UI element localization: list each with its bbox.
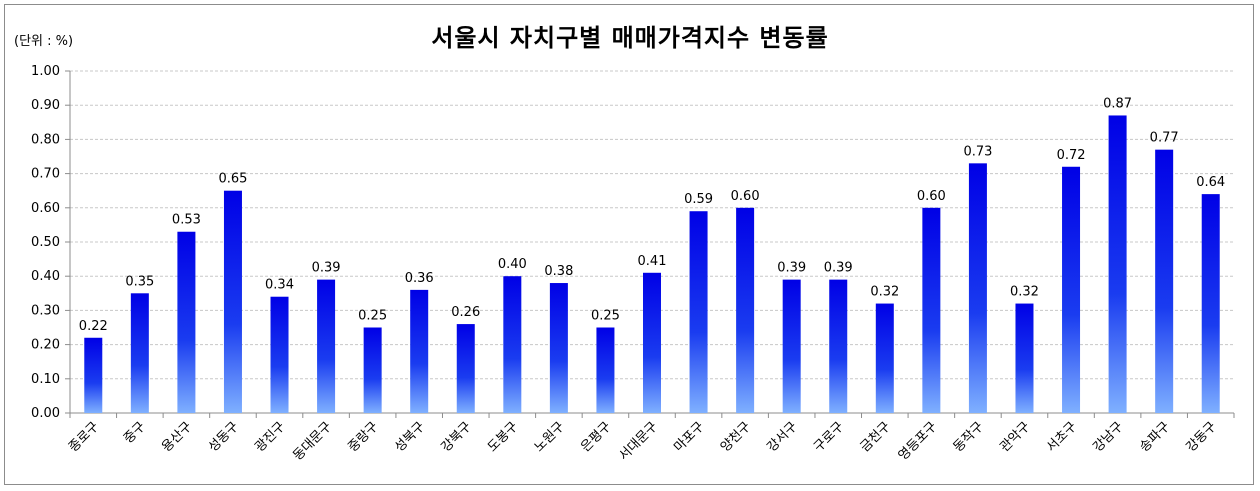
data-label: 0.32 — [1010, 285, 1039, 300]
bar — [1015, 303, 1034, 413]
y-tick-label: 0.90 — [31, 98, 60, 113]
bar — [270, 296, 289, 413]
chart-title: 서울시 자치구별 매매가격지수 변동률 — [431, 24, 829, 52]
bar — [782, 279, 801, 413]
y-tick-label: 0.00 — [31, 406, 60, 421]
category-label: 도봉구 — [485, 419, 521, 455]
bar — [410, 289, 429, 413]
data-label: 0.60 — [731, 189, 760, 204]
bar — [223, 190, 242, 413]
bar — [1201, 194, 1220, 413]
category-label: 동대문구 — [290, 419, 334, 463]
bar — [875, 303, 894, 413]
category-label: 성동구 — [206, 419, 242, 455]
bar — [1155, 149, 1174, 413]
bar — [829, 279, 848, 413]
category-label: 서대문구 — [616, 419, 660, 463]
category-label: 양천구 — [718, 419, 754, 455]
bar — [643, 272, 661, 413]
data-label: 0.77 — [1150, 131, 1179, 146]
axes: 0.00 0.10 0.20 0.30 0.40 0.50 0.60 0.70 0.80 0.90… — [31, 64, 1235, 421]
data-labels: 0.22 0.35 0.53 0.65 0.34 0.39 0.25 0.36 0.26 0.40… — [79, 96, 1225, 333]
bar — [1062, 166, 1081, 413]
data-label: 0.53 — [172, 213, 201, 228]
data-label: 0.73 — [963, 144, 992, 159]
bars — [84, 115, 1220, 414]
data-label: 0.32 — [870, 285, 899, 300]
category-label: 중구 — [121, 419, 149, 447]
category-label: 강남구 — [1090, 419, 1126, 455]
data-label: 0.60 — [917, 189, 946, 204]
y-tick-label: 0.40 — [31, 269, 60, 284]
bar — [177, 231, 196, 413]
category-label: 중랑구 — [345, 419, 381, 455]
y-tick-label: 0.60 — [31, 201, 60, 216]
unit-label: (단위 : %) — [14, 34, 74, 49]
bar — [549, 283, 568, 413]
category-label: 용산구 — [159, 419, 195, 455]
bar — [689, 211, 708, 413]
category-label: 마포구 — [671, 419, 707, 455]
data-label: 0.59 — [684, 192, 713, 207]
category-label: 강서구 — [765, 419, 801, 455]
bar — [596, 327, 615, 413]
category-label: 강북구 — [439, 419, 475, 455]
category-label: 강동구 — [1184, 419, 1220, 455]
category-label: 동작구 — [951, 419, 987, 455]
chart-frame — [4, 4, 1254, 485]
y-tick-label: 0.20 — [31, 338, 60, 353]
bar — [922, 207, 941, 413]
category-label: 광진구 — [252, 419, 288, 455]
data-label: 0.39 — [777, 261, 806, 276]
bar — [968, 163, 987, 413]
data-label: 0.39 — [312, 261, 341, 276]
category-label: 관악구 — [997, 419, 1033, 455]
bar — [84, 337, 103, 413]
data-label: 0.25 — [358, 309, 387, 324]
data-label: 0.26 — [451, 305, 480, 320]
bar — [1108, 115, 1127, 414]
data-label: 0.65 — [218, 172, 247, 187]
data-label: 0.40 — [498, 257, 527, 272]
y-tick-label: 0.70 — [31, 167, 60, 182]
bar — [456, 324, 475, 413]
category-label: 구로구 — [811, 419, 847, 455]
data-label: 0.38 — [544, 264, 573, 279]
category-label: 노원구 — [532, 419, 568, 455]
data-label: 0.41 — [638, 254, 667, 269]
category-label: 서초구 — [1044, 419, 1080, 455]
data-label: 0.35 — [125, 274, 154, 289]
data-label: 0.36 — [405, 271, 434, 286]
category-label: 종로구 — [66, 419, 102, 455]
data-label: 0.22 — [79, 319, 108, 334]
data-label: 0.39 — [824, 261, 853, 276]
y-tick-label: 0.10 — [31, 372, 60, 387]
category-labels: 종로구 중구 용산구 성동구 광진구 동대문구 중랑구 성북구 강북구 도봉구 노원구 은평구 서대문구… — [66, 419, 1219, 463]
y-tick-label: 1.00 — [31, 64, 60, 79]
y-tick-label: 0.30 — [31, 303, 60, 318]
data-label: 0.87 — [1103, 96, 1132, 111]
bar — [130, 293, 149, 413]
category-label: 성북구 — [392, 419, 428, 455]
data-label: 0.72 — [1057, 148, 1086, 163]
category-label: 영등포구 — [896, 419, 940, 463]
y-tick-label: 0.50 — [31, 235, 60, 250]
bar — [503, 276, 522, 413]
bar — [736, 207, 755, 413]
bar — [363, 327, 382, 413]
data-label: 0.34 — [265, 278, 294, 293]
category-label: 송파구 — [1137, 419, 1173, 455]
bar — [317, 279, 336, 413]
category-label: 은평구 — [578, 419, 614, 455]
data-label: 0.64 — [1196, 175, 1225, 190]
category-label: 금천구 — [858, 419, 894, 455]
y-tick-label: 0.80 — [31, 132, 60, 147]
data-label: 0.25 — [591, 309, 620, 324]
